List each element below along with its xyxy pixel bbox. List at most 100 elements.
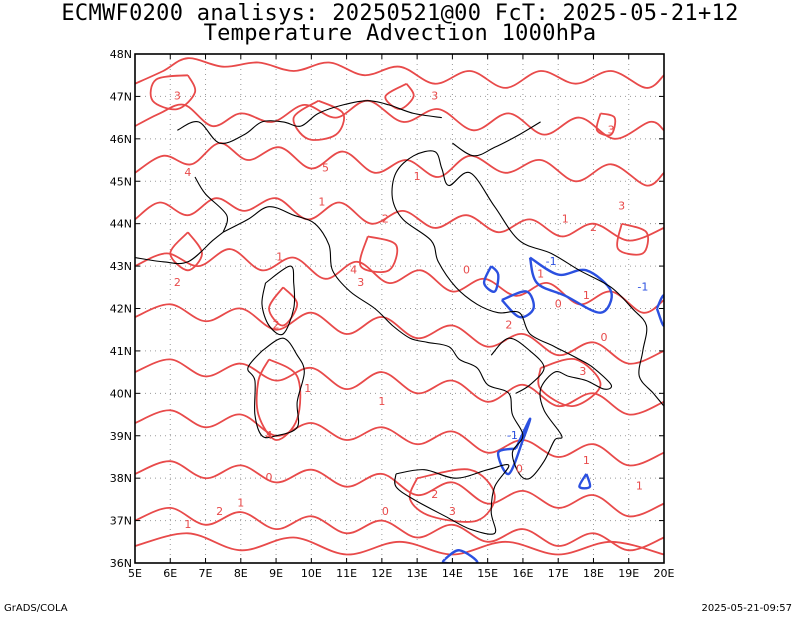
chart-title-line2: Temperature Advection 1000hPa xyxy=(203,21,597,46)
positive-contour xyxy=(135,532,664,556)
axis-ticks xyxy=(134,53,665,564)
contour-label: 1 xyxy=(583,289,590,302)
contour-label: 0 xyxy=(382,505,389,518)
positive-contour xyxy=(135,506,664,552)
contour-label: 2 xyxy=(382,212,389,225)
contour-label: 1 xyxy=(318,195,325,208)
negative-contour xyxy=(500,290,535,319)
axis-tick-labels: 5E 6E 7E 8E 9E 10E 11E 12E 13E 14E 15E 16E 17E 18E 19E… xyxy=(110,48,675,580)
contour-label: 1 xyxy=(562,212,569,225)
lat-tick-label: 40N xyxy=(110,387,132,400)
positive-contour xyxy=(169,231,203,272)
contour-label: 2 xyxy=(216,505,223,518)
contour-label: 3 xyxy=(431,89,438,102)
advection-contours xyxy=(135,57,664,563)
contour-label: 1 xyxy=(237,497,244,510)
lon-tick-label: 15E xyxy=(477,567,498,580)
lat-tick-label: 39N xyxy=(110,430,132,443)
coastline xyxy=(135,231,224,265)
contour-label: 4 xyxy=(266,429,273,442)
coastline xyxy=(261,265,296,336)
lat-tick-label: 43N xyxy=(110,260,132,273)
coastline xyxy=(247,337,305,439)
positive-contour xyxy=(135,409,664,467)
lon-tick-label: 5E xyxy=(128,567,142,580)
contour-label: -1 xyxy=(546,255,557,268)
contour-label: 1 xyxy=(304,382,311,395)
contour-label: -1 xyxy=(637,280,648,293)
lon-tick-label: 16E xyxy=(512,567,533,580)
contour-label: 0 xyxy=(266,471,273,484)
lon-tick-label: 13E xyxy=(407,567,428,580)
coastline xyxy=(490,337,545,394)
contour-label: 2 xyxy=(505,318,512,331)
negative-contour xyxy=(655,294,664,327)
coastline xyxy=(394,464,510,535)
negative-contour xyxy=(441,549,479,563)
positive-contour xyxy=(616,222,649,256)
coastline xyxy=(177,100,442,145)
lat-tick-label: 46N xyxy=(110,133,132,146)
positive-contour xyxy=(135,197,664,242)
contour-label: 3 xyxy=(579,365,586,378)
lon-tick-label: 12E xyxy=(371,567,392,580)
positive-contour xyxy=(149,74,197,111)
positive-contour xyxy=(135,460,664,518)
contour-label: 1 xyxy=(276,251,283,264)
coastline xyxy=(452,121,541,157)
software-credit: GrADS/COLA xyxy=(4,603,68,614)
contour-label: 2 xyxy=(431,488,438,501)
contour-label: 0 xyxy=(601,331,608,344)
lon-tick-label: 17E xyxy=(548,567,569,580)
lon-tick-label: 10E xyxy=(301,567,322,580)
negative-contour xyxy=(528,256,613,314)
lon-tick-label: 11E xyxy=(336,567,357,580)
contour-label: 4 xyxy=(184,166,191,179)
contour-label: 5 xyxy=(322,162,329,175)
coastline xyxy=(194,176,229,233)
lon-tick-label: 14E xyxy=(442,567,463,580)
lon-tick-label: 9E xyxy=(269,567,283,580)
lat-tick-label: 42N xyxy=(110,303,132,316)
contour-label: 3 xyxy=(608,123,615,136)
contour-label: 3 xyxy=(618,200,625,213)
contour-label: 0 xyxy=(463,263,470,276)
chart-title-line1: ECMWF0200 analisys: 20250521@00 FcT: 202… xyxy=(61,1,739,26)
lat-tick-label: 38N xyxy=(110,472,132,485)
positive-contour xyxy=(135,142,664,187)
lon-tick-label: 6E xyxy=(163,567,177,580)
map-plot-area xyxy=(135,54,664,563)
positive-contour xyxy=(135,303,664,365)
contour-label: 1 xyxy=(636,480,643,493)
lat-tick-label: 41N xyxy=(110,345,132,358)
coastlines xyxy=(135,100,664,535)
contour-label: 1 xyxy=(537,268,544,281)
contour-label: 0 xyxy=(516,463,523,476)
contour-label: 4 xyxy=(350,263,357,276)
contour-label: 2 xyxy=(174,276,181,289)
contour-label: 1 xyxy=(378,395,385,408)
lat-tick-label: 48N xyxy=(110,48,132,61)
contour-label: -1 xyxy=(507,429,518,442)
coastline xyxy=(222,150,664,480)
positive-contour xyxy=(595,112,617,137)
positive-contour xyxy=(359,235,399,273)
contour-label: 3 xyxy=(174,89,181,102)
lon-tick-label: 7E xyxy=(199,567,213,580)
contour-label: 1 xyxy=(184,518,191,531)
positive-contour xyxy=(408,468,496,523)
lon-tick-label: 18E xyxy=(583,567,604,580)
contour-label: 3 xyxy=(357,276,364,289)
lat-tick-label: 44N xyxy=(110,218,132,231)
positive-contour xyxy=(255,358,302,441)
contour-label: 2 xyxy=(590,221,597,234)
negative-contour xyxy=(496,417,532,476)
contour-label: 1 xyxy=(414,170,421,183)
contour-label: 0 xyxy=(555,297,562,310)
lat-tick-label: 36N xyxy=(110,557,132,570)
lon-tick-label: 20E xyxy=(654,567,675,580)
lat-tick-label: 47N xyxy=(110,90,132,103)
lon-tick-label: 19E xyxy=(618,567,639,580)
